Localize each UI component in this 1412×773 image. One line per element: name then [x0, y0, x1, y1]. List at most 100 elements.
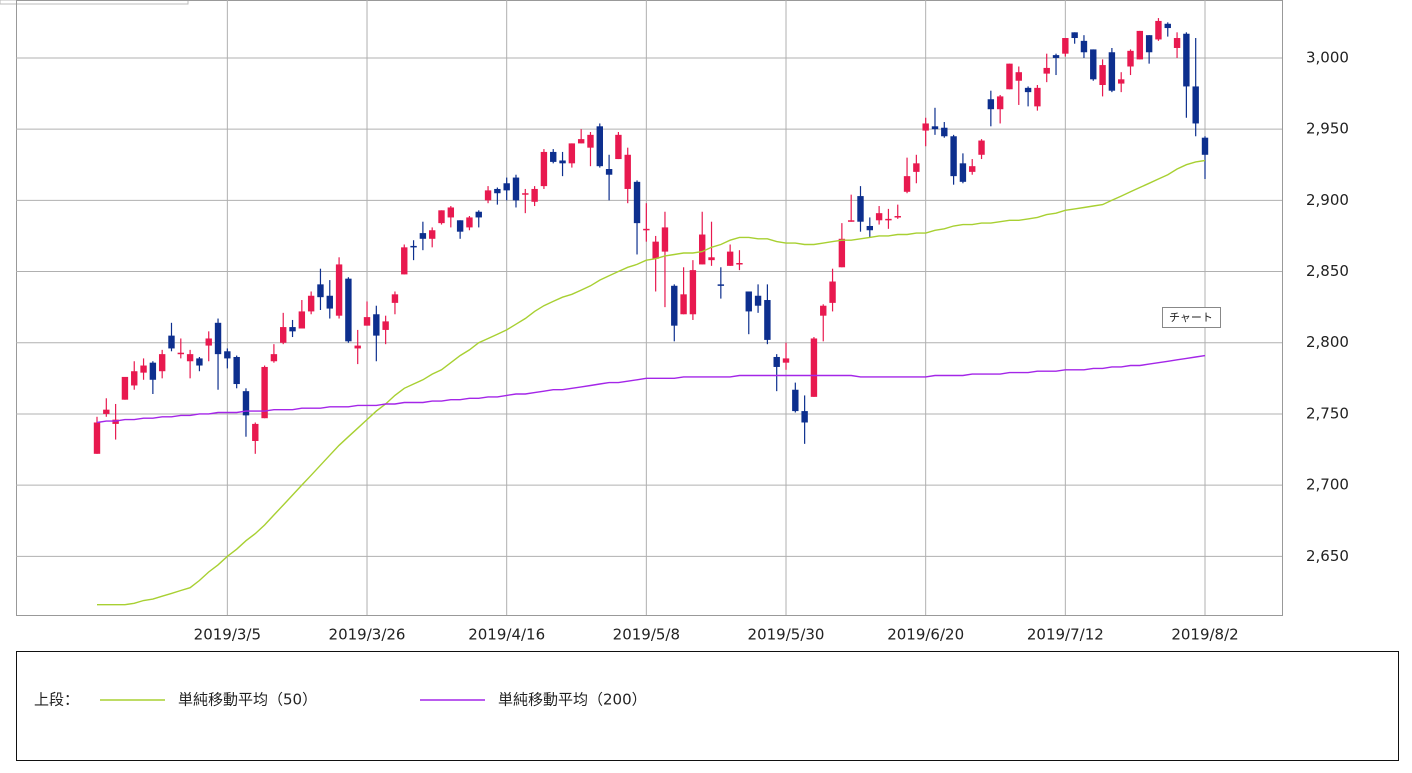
- candle-body: [1164, 23, 1171, 29]
- candle-body: [214, 322, 222, 355]
- candle-body: [186, 354, 194, 362]
- candle-body: [959, 163, 967, 182]
- candle-body: [140, 365, 147, 373]
- x-tick-label: 2019/5/30: [748, 626, 825, 644]
- candle-body: [941, 127, 948, 137]
- candle-body: [1173, 38, 1181, 48]
- candle-body: [447, 207, 455, 218]
- candle-body: [93, 422, 101, 454]
- candle-body: [615, 134, 622, 160]
- candle-body: [289, 327, 296, 332]
- candle-body: [177, 352, 184, 355]
- candle-body: [922, 123, 929, 131]
- candle-body: [596, 126, 603, 167]
- y-tick-label: 2,900: [1306, 191, 1349, 209]
- candle-body: [1183, 33, 1190, 87]
- candle-body: [1006, 63, 1013, 90]
- candle-body: [857, 196, 864, 222]
- candle-body: [1071, 32, 1078, 39]
- candle-body: [550, 151, 557, 162]
- candle-body: [317, 284, 324, 298]
- candle-body: [373, 314, 380, 336]
- legend-label: 上段：: [34, 691, 79, 709]
- candle-body: [503, 183, 510, 191]
- candle-body: [438, 210, 445, 224]
- candle-body: [391, 294, 399, 303]
- candle-body: [987, 99, 995, 110]
- candle-body: [894, 216, 901, 218]
- candle-body: [754, 295, 762, 306]
- candle-body: [1015, 72, 1022, 81]
- candle-body: [903, 176, 911, 192]
- candle-body: [149, 362, 157, 380]
- candle-body: [382, 321, 389, 330]
- candle-body: [335, 264, 343, 316]
- candle-body: [121, 376, 129, 400]
- candle-body: [131, 371, 138, 386]
- x-tick-label: 2019/4/16: [468, 626, 545, 644]
- candle-body: [252, 423, 259, 441]
- candle-body: [661, 227, 669, 252]
- candle-body: [354, 345, 361, 349]
- candle-body: [624, 154, 631, 189]
- candle-body: [1043, 67, 1050, 74]
- candle-body: [838, 238, 846, 268]
- candle-body: [1118, 79, 1125, 84]
- candle-body: [745, 291, 752, 312]
- candle-body: [1080, 40, 1088, 53]
- candle-body: [978, 140, 985, 155]
- candle-body: [810, 338, 818, 397]
- candle-body: [158, 354, 166, 372]
- candle-body: [307, 295, 315, 312]
- candle-body: [996, 96, 1004, 110]
- candle-body: [298, 311, 306, 329]
- candle-body: [1090, 49, 1097, 80]
- candle-body: [494, 188, 501, 194]
- y-tick-label: 3,000: [1306, 48, 1349, 66]
- candle-body: [847, 220, 855, 222]
- candle-body: [540, 151, 548, 187]
- candle-body: [568, 143, 576, 164]
- candle-body: [1024, 87, 1032, 93]
- candle-body: [1099, 65, 1106, 86]
- candle-body: [401, 247, 408, 275]
- candle-body: [428, 230, 436, 239]
- candle-body: [969, 166, 976, 172]
- candle-body: [1052, 55, 1060, 58]
- candle-body: [1201, 137, 1209, 155]
- x-tick-label: 2019/3/26: [329, 626, 406, 644]
- x-tick-label: 2019/7/12: [1027, 626, 1104, 644]
- candle-body: [1034, 87, 1041, 107]
- candle-body: [643, 228, 650, 231]
- candle-body: [419, 233, 427, 239]
- candle-body: [680, 294, 687, 315]
- candle-body: [410, 245, 417, 248]
- ma-line: [96, 354, 1206, 424]
- candle-body: [1127, 50, 1134, 67]
- candle-body: [633, 181, 641, 224]
- candle-body: [801, 411, 808, 423]
- legend-box: [16, 651, 1399, 761]
- candle-body: [1192, 86, 1199, 124]
- candle-body: [671, 285, 678, 326]
- candle-body: [1108, 52, 1116, 91]
- candle-body: [475, 211, 482, 218]
- candle-body: [726, 251, 734, 266]
- candle-body: [326, 295, 333, 309]
- candle-body: [782, 358, 790, 363]
- legend-entry: 単純移動平均（200）: [498, 691, 647, 709]
- candle-body: [242, 391, 250, 416]
- marks: [93, 18, 1209, 606]
- candle-body: [168, 335, 175, 349]
- candle-body: [885, 218, 892, 221]
- candle-body: [345, 278, 352, 342]
- candle-body: [456, 220, 464, 232]
- ma-line: [97, 159, 1206, 606]
- candle-body: [1145, 35, 1153, 53]
- y-tick-label: 2,750: [1306, 404, 1349, 422]
- y-tick-label: 2,700: [1306, 476, 1349, 494]
- candle-body: [950, 136, 957, 177]
- candle-body: [196, 358, 203, 366]
- candle-body: [559, 160, 566, 164]
